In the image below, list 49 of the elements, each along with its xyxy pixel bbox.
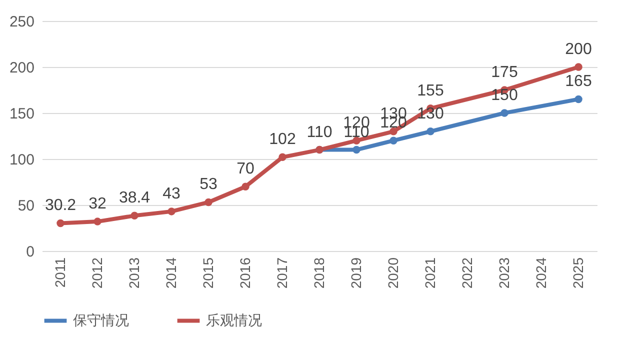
x-tick-label: 2014: [163, 257, 179, 289]
y-tick-label: 200: [9, 60, 34, 76]
y-tick-label: 50: [18, 198, 34, 214]
point: [574, 63, 582, 71]
data-label: 165: [565, 73, 592, 90]
point: [426, 128, 434, 136]
x-tick-label: 2022: [459, 257, 475, 289]
data-label: 53: [200, 176, 218, 194]
data-label: 175: [491, 64, 518, 81]
y-tick-label: 0: [26, 244, 34, 260]
x-tick-label: 2012: [89, 257, 105, 289]
x-tick-label: 2021: [422, 257, 438, 289]
x-tick-label: 2017: [274, 257, 290, 289]
x-tick-label: 2020: [385, 257, 401, 289]
data-label: 43: [162, 185, 180, 202]
x-tick-label: 2023: [496, 257, 512, 289]
legend-label: 保守情况: [73, 312, 129, 328]
point: [278, 153, 286, 162]
data-label: 32: [88, 196, 106, 213]
point: [56, 219, 64, 228]
y-tick-label: 150: [9, 106, 34, 122]
x-tick-label: 2025: [570, 257, 586, 289]
point: [204, 198, 212, 206]
data-label: 70: [236, 160, 254, 178]
x-tick-label: 2011: [52, 257, 68, 288]
point: [94, 218, 102, 226]
x-tick-label: 2019: [348, 257, 364, 289]
data-label: 155: [417, 82, 444, 100]
data-label: 102: [269, 131, 296, 148]
point: [352, 146, 360, 154]
x-tick-label: 2018: [311, 257, 327, 289]
data-label: 30.2: [44, 197, 76, 214]
x-tick-label: 2015: [200, 257, 216, 289]
legend-label: 乐观情况: [206, 312, 262, 328]
data-label: 110: [306, 124, 332, 141]
point: [500, 109, 508, 117]
point: [130, 212, 138, 220]
point: [390, 136, 398, 144]
data-label: 200: [565, 41, 592, 58]
data-label: 38.4: [118, 190, 150, 207]
x-tick-label: 2024: [533, 257, 549, 289]
y-tick-label: 100: [9, 152, 34, 168]
x-tick-label: 2016: [237, 257, 253, 289]
point: [574, 95, 582, 104]
point: [168, 208, 176, 216]
point: [390, 128, 398, 136]
point: [242, 182, 250, 190]
y-tick-label: 250: [9, 14, 34, 30]
x-tick-label: 2013: [126, 257, 142, 289]
